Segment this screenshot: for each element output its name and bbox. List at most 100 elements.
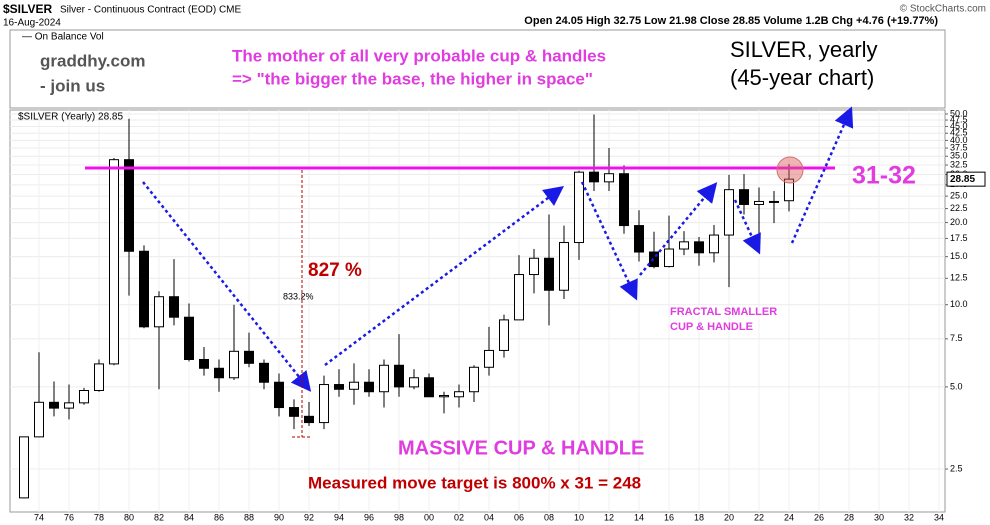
candle-body (409, 377, 419, 388)
candle-body (154, 296, 164, 328)
x-tick-label: 02 (454, 512, 464, 522)
gain-measured: 833.2% (283, 291, 314, 301)
x-tick-label: 84 (184, 512, 194, 522)
x-tick-label: 22 (754, 512, 764, 522)
symbol: $SILVER (3, 2, 52, 16)
x-tick-label: 32 (904, 512, 914, 522)
candle-body (289, 407, 299, 417)
join: - join us (40, 76, 105, 95)
candle-body (124, 159, 134, 252)
candle-body (769, 200, 779, 203)
indicator-label: — On Balance Vol (22, 32, 104, 43)
y-tick-label: 5.0 (950, 381, 963, 391)
price-tag-label: 28.85 (950, 174, 975, 185)
y-tick-label: 2.5 (950, 463, 963, 473)
y-tick-label: 45.0 (950, 121, 968, 131)
x-tick-label: 00 (424, 512, 434, 522)
candle-body (559, 242, 569, 291)
candle-body (64, 402, 74, 409)
y-tick-label: 10.0 (950, 299, 968, 309)
candle-body (34, 401, 44, 438)
x-tick-label: 98 (394, 512, 404, 522)
y-tick-label: 32.5 (950, 159, 968, 169)
candle-body (724, 189, 734, 236)
candle-body (634, 225, 644, 253)
credit: © StockCharts.com (900, 4, 986, 15)
y-tick-label: 7.5 (950, 333, 963, 343)
candle-body (544, 257, 554, 291)
candle-body (49, 401, 59, 409)
candle-body (499, 319, 509, 351)
x-tick-label: 04 (484, 512, 494, 522)
candle-body (244, 350, 254, 364)
candle-body (109, 159, 119, 365)
indicator-panel (9, 29, 946, 109)
x-tick-label: 06 (514, 512, 524, 522)
date: 16-Aug-2024 (3, 18, 61, 29)
y-tick-label: 35.0 (950, 151, 968, 161)
highlight (776, 156, 804, 184)
headline: => "the bigger the base, the higher in s… (232, 69, 593, 88)
candle-body (454, 391, 464, 398)
y-tick-label: 50.0 (950, 108, 968, 118)
candle-body (169, 296, 179, 318)
x-tick-label: 74 (34, 512, 44, 522)
candle-body (19, 436, 29, 499)
y-tick-label: 17.5 (950, 233, 968, 243)
y-tick-label: 25.0 (950, 190, 968, 200)
candle-body (664, 248, 674, 268)
x-tick-label: 88 (244, 512, 254, 522)
candle-body (94, 363, 104, 391)
y-tick-label: 22.5 (950, 203, 968, 213)
price-tag (946, 171, 986, 187)
chart-name: SILVER, yearly (730, 37, 878, 62)
candle-body (199, 358, 209, 369)
candle-body (394, 364, 404, 388)
x-tick-label: 92 (304, 512, 314, 522)
x-tick-label: 34 (934, 512, 944, 522)
candle-body (259, 362, 269, 383)
candle-body (184, 316, 194, 360)
candle-body (694, 241, 704, 254)
candle-body (784, 178, 794, 202)
candle-body (214, 367, 224, 379)
y-tick-label: 47.5 (950, 114, 968, 124)
x-tick-label: 76 (64, 512, 74, 522)
candle-body (514, 274, 524, 321)
candle-body (139, 250, 149, 328)
y-tick-label: 15.0 (950, 251, 968, 261)
chart-name: (45-year chart) (730, 65, 874, 90)
candle-body (349, 381, 359, 390)
candle-body (364, 381, 374, 393)
candle-body (274, 381, 284, 409)
x-tick-label: 80 (124, 512, 134, 522)
x-tick-label: 16 (664, 512, 674, 522)
massive: MASSIVE CUP & HANDLE (398, 437, 644, 459)
target-zone: 31-32 (852, 162, 916, 190)
fractal: CUP & HANDLE (670, 321, 753, 333)
x-tick-label: 20 (724, 512, 734, 522)
x-tick-label: 94 (334, 512, 344, 522)
candle-body (319, 384, 329, 424)
x-tick-label: 24 (784, 512, 794, 522)
arrows (142, 106, 854, 392)
legend: $SILVER (Yearly) 28.85 (18, 112, 123, 123)
site: graddhy.com (40, 51, 145, 70)
description: Silver - Continuous Contract (EOD) CME (60, 5, 241, 16)
x-tick-label: 30 (874, 512, 884, 522)
fractal: FRACTAL SMALLER (670, 306, 777, 318)
candle-body (589, 171, 599, 183)
candle-body (469, 366, 479, 393)
candle-body (709, 234, 719, 254)
y-tick-label: 20.0 (950, 217, 968, 227)
x-tick-label: 14 (634, 512, 644, 522)
y-tick-label: 40.0 (950, 135, 968, 145)
x-tick-label: 08 (544, 512, 554, 522)
measured: Measured move target is 800% x 31 = 248 (308, 473, 641, 492)
headline: The mother of all very probable cup & ha… (232, 46, 606, 65)
candle-body (379, 364, 389, 393)
measure-line (292, 170, 311, 438)
x-tick-label: 12 (604, 512, 614, 522)
candle-body (304, 415, 314, 424)
candle-body (424, 377, 434, 398)
